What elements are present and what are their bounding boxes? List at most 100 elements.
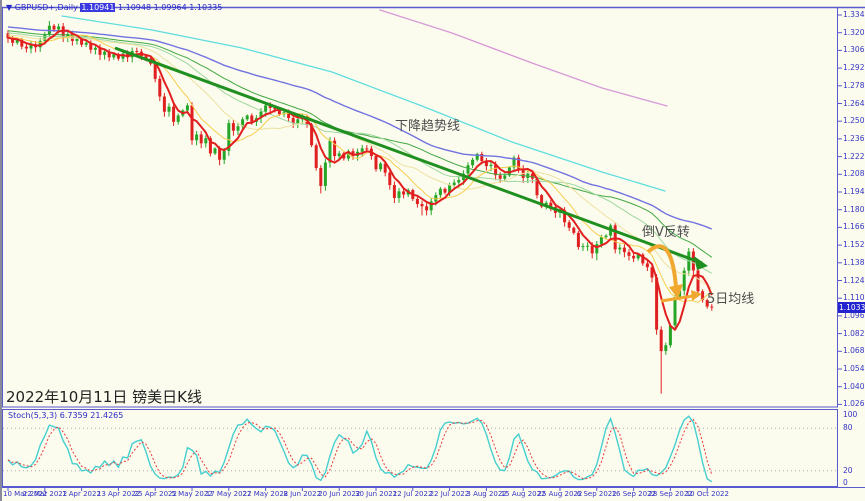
candle-body bbox=[397, 191, 401, 198]
candle-body bbox=[176, 115, 180, 122]
time-axis-label: 12 Jul 2022 bbox=[392, 490, 433, 498]
candle-body bbox=[144, 56, 148, 59]
time-axis-label: 15 Aug 2022 bbox=[500, 490, 546, 498]
time-axis-label: 1 Apr 2022 bbox=[62, 490, 101, 498]
candle-body bbox=[604, 235, 608, 238]
candle-body bbox=[20, 39, 24, 47]
candle-body bbox=[84, 42, 88, 45]
price-axis-label: 1.06850 bbox=[843, 346, 865, 356]
candle-body bbox=[103, 51, 107, 55]
candle-body bbox=[264, 105, 268, 112]
price-axis-label: 1.12450 bbox=[843, 275, 865, 285]
candle-body bbox=[572, 227, 576, 233]
candle-body bbox=[208, 138, 212, 154]
candle-body bbox=[645, 263, 649, 268]
candle-body bbox=[185, 105, 189, 111]
stoch-name: Stoch(5,3,3) bbox=[8, 411, 58, 420]
candle-body bbox=[241, 119, 245, 127]
candle-body bbox=[471, 159, 475, 166]
candle-body bbox=[379, 163, 383, 170]
ma5-annotation[interactable]: 5日均线 bbox=[707, 292, 755, 307]
candle-body bbox=[434, 195, 438, 202]
candle-body bbox=[310, 124, 314, 146]
candle-body bbox=[443, 188, 447, 193]
time-axis-label: 8 Jun 2022 bbox=[283, 490, 322, 498]
ohlc-low-value: 1.09964 bbox=[153, 3, 187, 12]
candle-body bbox=[425, 206, 429, 211]
candle-body bbox=[38, 40, 42, 48]
price-axis-label: 1.16650 bbox=[843, 222, 865, 232]
stoch-axis-label: 100 bbox=[843, 410, 858, 419]
candle-body bbox=[636, 254, 640, 259]
candle-body bbox=[107, 51, 111, 58]
ma-20-line bbox=[7, 34, 713, 289]
price-axis-label: 1.27850 bbox=[843, 80, 865, 90]
candle-body bbox=[429, 201, 433, 211]
candle-body bbox=[337, 153, 341, 157]
price-axis-label: 1.09650 bbox=[843, 310, 865, 320]
candle-body bbox=[24, 46, 28, 49]
ma-5-line bbox=[7, 29, 713, 331]
candle-body bbox=[333, 140, 337, 157]
candle-body bbox=[535, 178, 539, 196]
candle-body bbox=[581, 246, 585, 248]
candle-body bbox=[466, 165, 470, 174]
candle-body bbox=[710, 306, 714, 308]
candle-body bbox=[388, 172, 392, 186]
candle-body bbox=[650, 267, 654, 278]
price-axis-label: 1.08250 bbox=[843, 328, 865, 338]
price-axis-label: 1.29250 bbox=[843, 63, 865, 73]
price-axis-label: 1.18050 bbox=[843, 204, 865, 214]
candle-body bbox=[392, 185, 396, 198]
candle-body bbox=[480, 153, 484, 162]
price-axis-label: 1.32050 bbox=[843, 27, 865, 37]
downtrend-line[interactable] bbox=[114, 46, 703, 265]
ma-30-line bbox=[7, 32, 713, 274]
candle-body bbox=[89, 42, 93, 50]
ma-60-line bbox=[7, 26, 713, 230]
ma-40-line bbox=[7, 30, 713, 258]
candle-body bbox=[622, 247, 626, 253]
stoch-axis-label: 20 bbox=[843, 465, 853, 475]
ohlc-high-value: 1.10948 bbox=[117, 3, 152, 12]
time-axis-label: 30 Jun 2022 bbox=[355, 490, 398, 498]
time-axis-label: 13 Apr 2022 bbox=[96, 490, 141, 498]
candle-body bbox=[93, 47, 97, 50]
collapse-triangle-icon[interactable]: ▼ bbox=[6, 3, 13, 12]
candle-body bbox=[383, 163, 387, 173]
candle-body bbox=[190, 105, 194, 141]
time-axis-label: 25 Apr 2022 bbox=[133, 490, 177, 498]
time-axis-label: 20 Jun 2022 bbox=[318, 490, 361, 498]
candle-body bbox=[259, 111, 263, 119]
candle-body bbox=[512, 157, 516, 168]
trendline-annotation[interactable]: 下降趋势线 bbox=[395, 119, 461, 134]
price-axis-label: 1.11050 bbox=[843, 293, 865, 303]
candle-body bbox=[273, 107, 277, 110]
candle-body bbox=[503, 175, 507, 179]
candle-body bbox=[452, 182, 456, 186]
candle-body bbox=[245, 115, 249, 120]
candle-body bbox=[15, 39, 19, 43]
reversal-annotation[interactable]: 倒V反转 bbox=[642, 225, 690, 240]
candle-body bbox=[268, 105, 272, 108]
candle-body bbox=[167, 106, 171, 112]
candle-body bbox=[80, 39, 84, 45]
candle-body bbox=[595, 244, 599, 254]
price-axis-label: 1.02650 bbox=[843, 399, 865, 409]
candle-body bbox=[153, 63, 157, 79]
ma5-pointer-arrow[interactable] bbox=[660, 294, 694, 303]
ohlc-close-value: 1.10335 bbox=[189, 3, 223, 12]
candle-body bbox=[351, 151, 355, 156]
candle-body bbox=[701, 291, 705, 301]
candle-body bbox=[659, 329, 663, 352]
stoch-axis-label: 80 bbox=[843, 423, 853, 433]
time-axis-label: 16 Sep 2022 bbox=[611, 490, 656, 498]
candle-body bbox=[682, 270, 686, 291]
candle-body bbox=[618, 247, 622, 250]
price-axis-label: 1.13850 bbox=[843, 257, 865, 267]
candle-body bbox=[415, 198, 419, 205]
stoch-d-line bbox=[7, 418, 713, 480]
candle-body bbox=[420, 204, 424, 207]
inverted-v-arrow[interactable] bbox=[646, 244, 678, 289]
